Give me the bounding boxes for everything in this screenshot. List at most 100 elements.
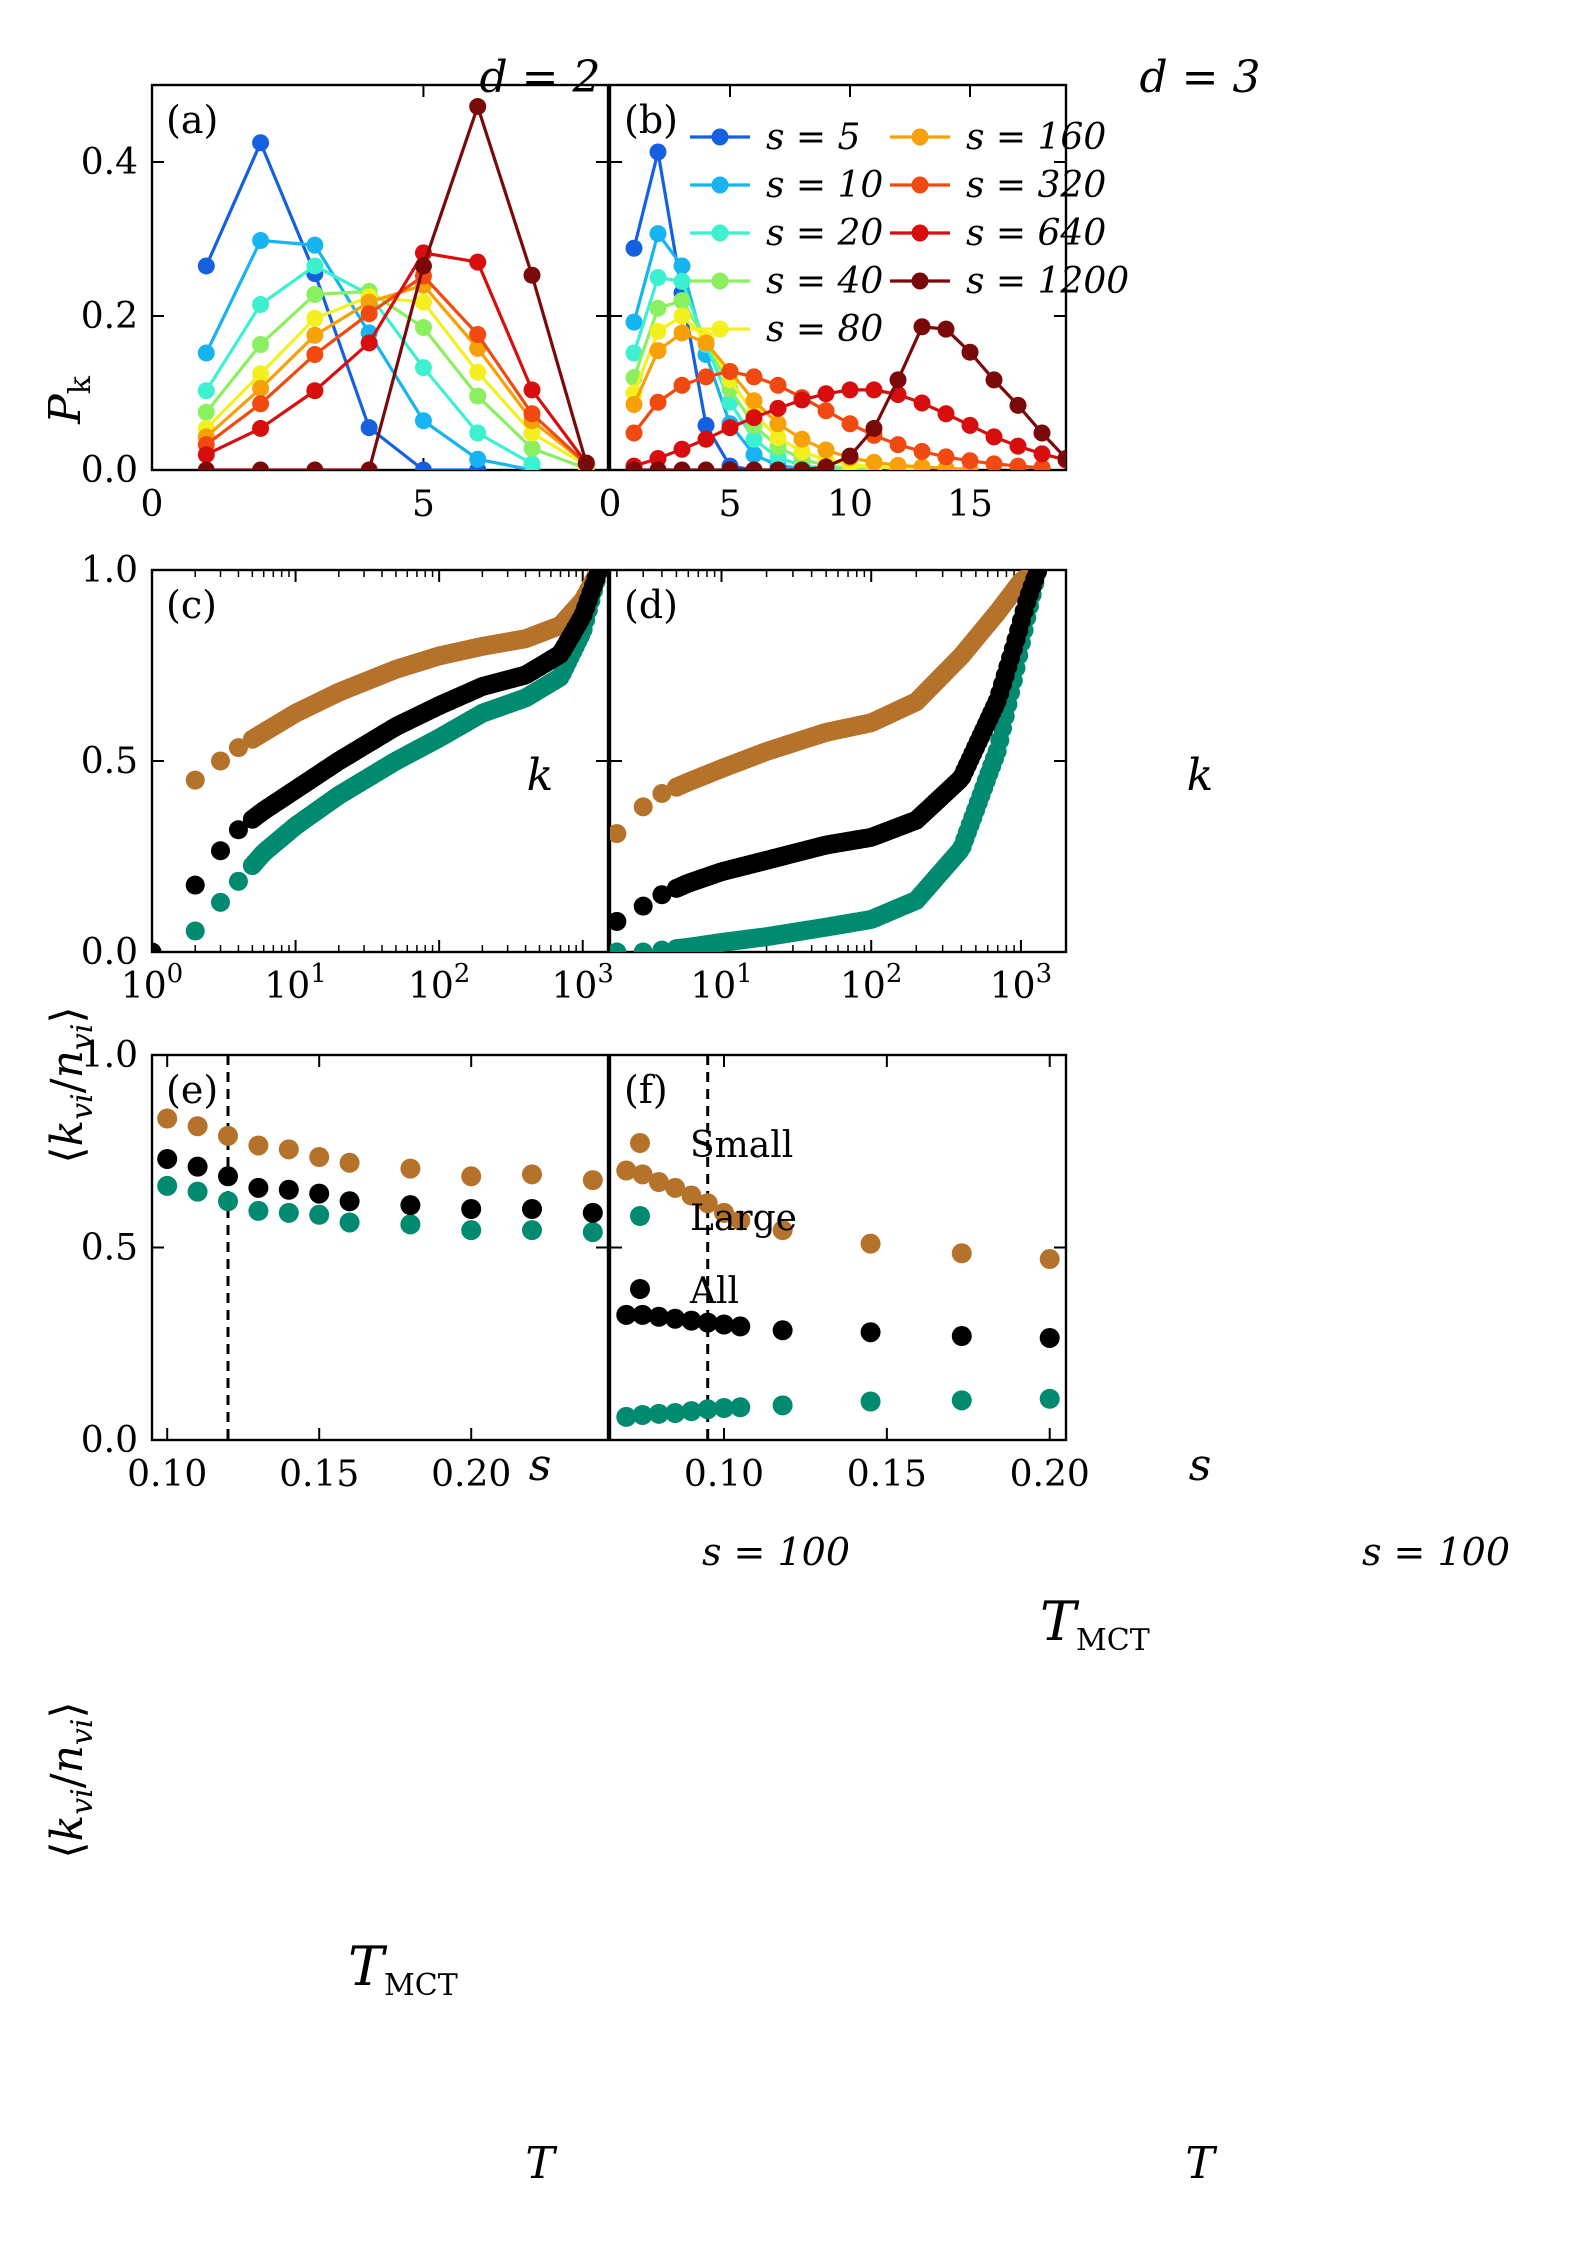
point-e-all-6 xyxy=(339,1191,360,1212)
point-e-large-6 xyxy=(339,1212,360,1233)
point-a-s80-2 xyxy=(306,309,324,327)
point-b-s20-1 xyxy=(649,269,667,286)
legend-marker-small xyxy=(630,1133,650,1153)
point-f-all-9 xyxy=(860,1322,881,1343)
tmct-main-e: T xyxy=(348,1935,388,1998)
axes-frame-a xyxy=(150,83,610,472)
point-e-all-4 xyxy=(278,1179,299,1200)
point-b-s5-0 xyxy=(625,239,643,257)
series-line-a-s5 xyxy=(204,138,478,470)
point-a-s5-4 xyxy=(414,461,432,470)
point-b-s1200-17 xyxy=(1033,424,1051,442)
panel-a-marks: 0 5 0.0 0.2 0.4 (a) xyxy=(81,83,610,525)
xlabel-d: s xyxy=(1189,1440,1212,1491)
point-b-s160-8 xyxy=(817,441,835,459)
point-b-s10-5 xyxy=(745,446,763,464)
point-b-s320-11 xyxy=(889,436,907,454)
point-f-small-3 xyxy=(665,1177,686,1198)
point-e-small-10 xyxy=(582,1170,603,1191)
point-b-s640-5 xyxy=(745,409,763,427)
legend-marker-s1200 xyxy=(911,272,929,290)
point-b-s1200-8 xyxy=(817,458,835,470)
point-a-s40-2 xyxy=(306,285,324,303)
point-b-s5-3 xyxy=(697,416,715,434)
point-b-s320-12 xyxy=(913,443,931,461)
xtick-label-b-3: 15 xyxy=(947,484,993,525)
ytick-label-c-0: 0.0 xyxy=(81,932,138,973)
ytick-label-e-2: 1.0 xyxy=(81,1035,138,1076)
point-a-s20-0 xyxy=(197,382,215,400)
legend-c: Small Large All xyxy=(630,1125,797,1312)
point-c-small-1 xyxy=(211,751,231,771)
xlabel-c: s xyxy=(529,1440,552,1491)
point-b-s320-6 xyxy=(769,376,787,394)
svg-text:⟨kvi/nvi⟩: ⟨kvi/nvi⟩ xyxy=(42,1701,100,1858)
point-e-small-6 xyxy=(339,1152,360,1173)
point-f-large-4 xyxy=(681,1401,702,1422)
point-c-all-1 xyxy=(185,875,205,895)
plot-area-d xyxy=(610,570,1048,952)
panel-f-marks: 0.10 0.15 0.20 (f) xyxy=(608,1053,1090,1495)
point-e-large-5 xyxy=(309,1204,330,1225)
point-f-small-4 xyxy=(681,1185,702,1206)
point-b-s160-5 xyxy=(745,392,763,410)
point-d-all-0 xyxy=(610,911,627,931)
point-e-small-0 xyxy=(157,1108,178,1129)
panel-label-e: (e) xyxy=(166,1068,218,1112)
legend-marker-s5 xyxy=(711,128,729,146)
point-b-s1200-6 xyxy=(769,461,787,470)
point-b-s320-16 xyxy=(1009,457,1027,470)
point-f-small-6 xyxy=(714,1202,734,1223)
point-b-s160-6 xyxy=(769,415,787,433)
point-a-s40-1 xyxy=(252,335,270,353)
legend-label-s10: s = 10 xyxy=(766,165,883,206)
point-e-small-1 xyxy=(187,1116,208,1137)
legend-marker-s80 xyxy=(711,320,729,338)
point-f-all-6 xyxy=(714,1314,734,1335)
ylabel-a: Pk xyxy=(40,375,98,425)
xtick-label-f-2: 0.20 xyxy=(1010,1454,1090,1495)
point-a-s640-1 xyxy=(252,419,270,437)
panel-a: 0 5 0.0 0.2 0.4 (a) xyxy=(81,83,610,525)
legend-marker-s320 xyxy=(911,176,929,194)
point-d-all-137 xyxy=(1028,570,1048,581)
point-b-s640-7 xyxy=(793,391,811,409)
xtick-label-c-1: 101 xyxy=(264,959,326,1007)
svg-text:⟨kvi/nvi⟩: ⟨kvi/nvi⟩ xyxy=(42,1006,100,1163)
point-b-s1200-13 xyxy=(937,320,955,338)
point-a-s1200-2 xyxy=(306,461,324,470)
point-a-s20-5 xyxy=(469,424,487,442)
panel-label-c: (c) xyxy=(166,583,217,627)
point-b-s1200-15 xyxy=(985,371,1003,389)
xlabel-f: T xyxy=(1185,2138,1218,2189)
point-a-s5-1 xyxy=(252,134,270,152)
point-a-s10-2 xyxy=(306,236,324,254)
point-b-s640-15 xyxy=(985,428,1003,446)
point-f-large-8 xyxy=(772,1395,793,1416)
tmct-main-f: T xyxy=(1040,1590,1080,1653)
point-b-s640-3 xyxy=(697,430,715,448)
point-f-large-3 xyxy=(665,1403,686,1424)
xtick-label-a-0: 0 xyxy=(141,484,164,525)
point-b-s80-6 xyxy=(769,429,787,447)
point-f-small-8 xyxy=(772,1220,793,1241)
xtick-label-b-0: 0 xyxy=(599,484,622,525)
xtick-label-a-1: 5 xyxy=(412,484,435,525)
point-b-s160-2 xyxy=(673,324,691,342)
point-f-large-1 xyxy=(632,1404,653,1425)
point-b-s320-2 xyxy=(673,376,691,394)
point-d-large-1 xyxy=(633,942,653,952)
point-c-all-3 xyxy=(228,820,248,840)
point-b-s640-8 xyxy=(817,385,835,403)
point-e-large-4 xyxy=(278,1202,299,1223)
point-b-s10-1 xyxy=(649,225,667,243)
xlabel-b: k xyxy=(1187,750,1214,801)
point-e-small-2 xyxy=(218,1125,238,1146)
point-b-s320-1 xyxy=(649,393,667,411)
point-b-s1200-5 xyxy=(745,461,763,470)
point-b-s1200-1 xyxy=(649,461,667,470)
ytick-label-a-2: 0.4 xyxy=(81,142,138,183)
point-e-large-8 xyxy=(461,1220,482,1241)
legend-label-s1200: s = 1200 xyxy=(966,261,1129,302)
